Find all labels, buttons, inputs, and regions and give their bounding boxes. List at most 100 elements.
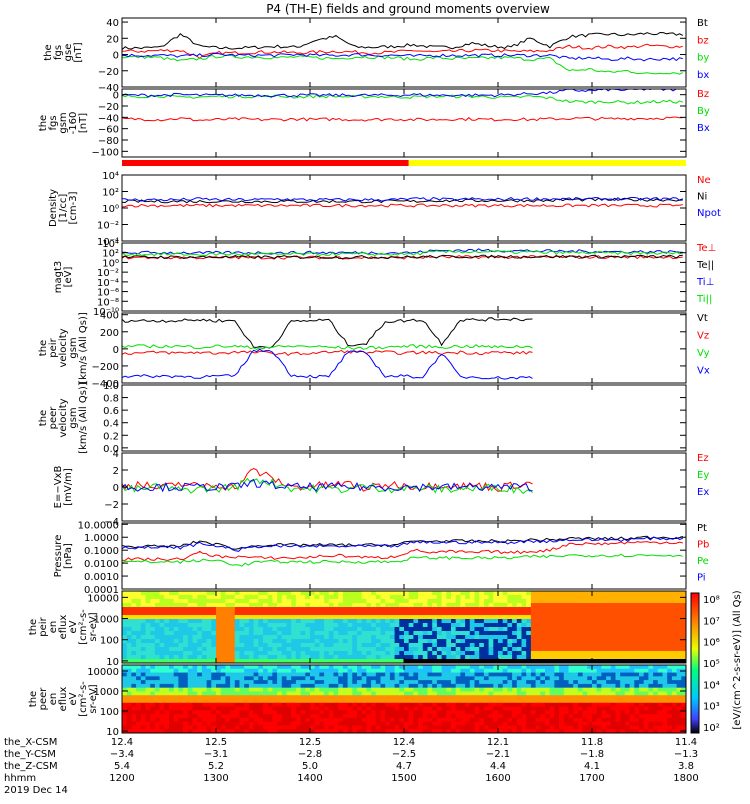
series-line bbox=[122, 344, 533, 350]
y-tick-label: −40 bbox=[98, 83, 119, 94]
series-line bbox=[122, 31, 684, 50]
y-tick-label: 0.4 bbox=[103, 419, 119, 430]
x-tick-label: 12.5 bbox=[299, 737, 321, 748]
legend-entry: Bt bbox=[697, 18, 708, 29]
x-tick-label: 3.8 bbox=[678, 761, 694, 772]
legend-entry: Pi bbox=[697, 573, 706, 584]
legend-entry: Ex bbox=[697, 487, 709, 498]
legend-entry: Ey bbox=[697, 470, 709, 481]
y-axis-label: thepeerenefluxeV[cm²-s-sr-eV] bbox=[28, 681, 99, 717]
legend-entry: Ni bbox=[697, 192, 707, 203]
y-tick-label: 0.0100 bbox=[84, 559, 119, 570]
y-tick-label: 10.0000 bbox=[78, 520, 119, 531]
y-axis-label: thepeervelocitygsm[km/s (All Qs)] bbox=[38, 382, 89, 454]
spectrogram bbox=[122, 591, 686, 663]
y-tick-label: 0.0 bbox=[103, 444, 119, 455]
legend-entry: Pe bbox=[697, 556, 709, 567]
legend-entry: Bx bbox=[697, 123, 710, 134]
series-line bbox=[122, 541, 683, 562]
x-tick-label: 4.7 bbox=[396, 761, 412, 772]
y-axis-label: thefgsgsm-160[nT] bbox=[38, 112, 89, 135]
legend-entry: Pb bbox=[697, 540, 709, 551]
x-tick-label: 1700 bbox=[579, 773, 604, 784]
y-tick-label: 10000 bbox=[87, 593, 119, 604]
panel-2: Ne Ni Npot 10⁴ 10² 10⁰ 10⁻² 10⁻⁴ Density[1/cc][c… bbox=[48, 171, 721, 248]
y-tick-label: −20 bbox=[98, 67, 119, 78]
colorbar-tick-label: 10⁸ bbox=[703, 595, 720, 606]
y-tick-label: 0.2 bbox=[103, 431, 119, 442]
y-tick-label: 100 bbox=[100, 636, 119, 647]
y-tick-label: 10⁴ bbox=[102, 171, 119, 182]
colorbar bbox=[690, 592, 700, 734]
series-line bbox=[122, 249, 683, 257]
y-tick-label: 10 bbox=[106, 727, 119, 738]
colorbar-tick-label: 10³ bbox=[703, 702, 720, 713]
y-tick-label: 10⁰ bbox=[102, 204, 119, 215]
y-tick-label: 2 bbox=[113, 466, 119, 477]
series-line bbox=[122, 255, 683, 260]
colorbar-tick-label: 10⁶ bbox=[703, 638, 720, 649]
x-tick-label: 1200 bbox=[109, 773, 134, 784]
legend-entry: Vy bbox=[697, 348, 710, 359]
y-tick-label: −200 bbox=[92, 362, 119, 373]
panel-plot-area bbox=[122, 196, 683, 208]
x-tick-label: 11.8 bbox=[581, 737, 603, 748]
y-tick-label: 10⁻⁶ bbox=[97, 288, 119, 299]
y-tick-label: 200 bbox=[100, 328, 119, 339]
panel-frame bbox=[121, 312, 687, 384]
y-tick-label: 0 bbox=[113, 483, 119, 494]
x-axis-row-label: hhmm bbox=[4, 773, 36, 784]
y-tick-label: 10⁻¹⁰ bbox=[93, 307, 119, 318]
colorbar-label: [eV/(cm^2-s-sr-eV)] (All Qs) bbox=[732, 590, 743, 729]
panel-4: Vt Vz Vy Vx 400 200 0 −200 −400thepeirvelocitygs… bbox=[38, 311, 710, 390]
x-tick-label: 11.4 bbox=[675, 737, 697, 748]
y-tick-label: 0.1000 bbox=[84, 546, 119, 557]
legend-entry: bz bbox=[697, 35, 709, 46]
y-tick-label: −2 bbox=[104, 500, 119, 511]
series-line bbox=[122, 248, 683, 255]
panel-frame bbox=[121, 522, 687, 590]
y-tick-label: 0 bbox=[113, 91, 119, 102]
series-line bbox=[122, 348, 533, 380]
y-tick-label: 1.0000 bbox=[84, 533, 119, 544]
legend-entry: bx bbox=[697, 70, 709, 81]
x-tick-label: −3.1 bbox=[204, 749, 228, 760]
y-axis-label: thefgsgse[nT] bbox=[43, 42, 84, 62]
panel-plot-area bbox=[122, 248, 683, 260]
x-tick-label: 1800 bbox=[673, 773, 698, 784]
y-tick-label: 10⁰ bbox=[102, 258, 119, 269]
x-tick-label: −2.8 bbox=[298, 749, 322, 760]
legend-entry: Te|| bbox=[696, 260, 714, 271]
legend-entry: Ne bbox=[697, 175, 711, 186]
legend-entry: Vx bbox=[697, 366, 710, 377]
y-tick-label: 10⁻⁴ bbox=[97, 237, 119, 248]
x-axis-row-label: 2019 Dec 14 bbox=[4, 785, 68, 796]
legend-entry: Bz bbox=[697, 89, 709, 100]
y-tick-label: 400 bbox=[100, 311, 119, 322]
y-tick-label: 10² bbox=[102, 188, 119, 199]
x-axis-row-label: the_X-CSM bbox=[4, 737, 57, 748]
y-tick-label: 1000 bbox=[94, 687, 119, 698]
series-line bbox=[122, 317, 533, 349]
colorbar-tick-label: 10⁴ bbox=[703, 680, 720, 691]
panel-6: Ez Ey Ex 4 2 0 −2 −4 E=−VxB[mV/m] bbox=[53, 449, 709, 528]
y-tick-label: 20 bbox=[106, 34, 119, 45]
x-tick-label: 4.4 bbox=[490, 761, 506, 772]
panel-frame bbox=[121, 174, 687, 242]
legend-entry: Vt bbox=[697, 313, 708, 324]
y-tick-label: 10⁻⁸ bbox=[97, 297, 119, 308]
colorbar-tick-label: 10⁵ bbox=[703, 659, 720, 670]
y-tick-label: 10⁻² bbox=[97, 268, 119, 279]
panel-plot-area bbox=[122, 89, 683, 122]
mode-bar-segment bbox=[408, 160, 686, 166]
panel-0: Bt bz by bx 40 20 0 −20 −40 thefgsgse[nT] bbox=[43, 17, 709, 94]
panel-plot-area bbox=[122, 535, 683, 567]
y-tick-label: 10⁴ bbox=[102, 239, 119, 250]
y-tick-label: 10 bbox=[106, 657, 119, 668]
y-tick-label: 4 bbox=[113, 449, 119, 460]
panel-plot-area bbox=[122, 317, 533, 380]
figure-title: P4 (TH-E) fields and ground moments over… bbox=[266, 2, 550, 16]
legend-entry: Npot bbox=[697, 208, 721, 219]
y-tick-label: 0.6 bbox=[103, 406, 119, 417]
y-tick-label: 100 bbox=[100, 707, 119, 718]
